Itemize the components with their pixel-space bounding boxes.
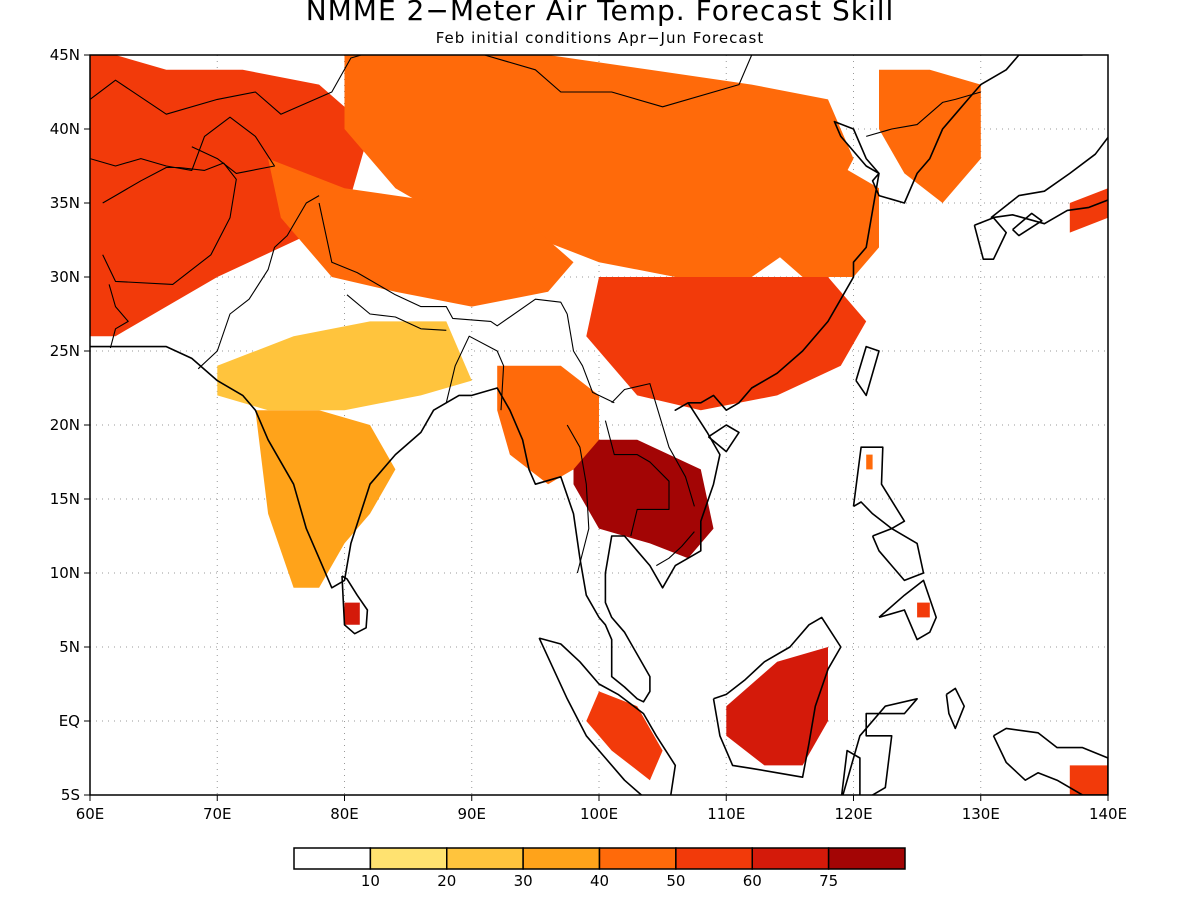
thailand-laos-border xyxy=(604,420,670,537)
skill-region-east-china xyxy=(751,158,879,277)
lat-tick-label: 5N xyxy=(59,638,80,656)
skill-region-mindanao xyxy=(917,602,930,618)
skill-region-luzon xyxy=(866,454,873,470)
lon-tick-label: 130E xyxy=(962,805,1000,823)
skill-region-tibet-west xyxy=(268,158,574,307)
myanmar-china-border xyxy=(566,313,615,404)
colorbar-label: 40 xyxy=(590,872,609,890)
taiwan-coast xyxy=(855,345,880,397)
skill-region-myanmar xyxy=(497,365,599,485)
chart-title: NMME 2−Meter Air Temp. Forecast Skill xyxy=(305,0,895,27)
afghanistan-border xyxy=(102,162,237,285)
skill-region-new-guinea xyxy=(1069,765,1108,795)
colorbar-swatch xyxy=(369,847,448,870)
lat-tick-label: 10N xyxy=(50,564,80,582)
sumatra-coast xyxy=(538,637,677,795)
skill-shading xyxy=(90,55,1108,795)
lat-tick-label: 25N xyxy=(50,342,80,360)
colorbar-label: 50 xyxy=(666,872,685,890)
kazakhstan-border xyxy=(90,55,364,115)
coastlines xyxy=(90,55,1108,795)
philippines-mid-coast xyxy=(871,527,925,582)
colorbar-swatch xyxy=(598,847,677,870)
iran-pakistan-border xyxy=(108,284,129,349)
bangladesh-border xyxy=(445,335,505,411)
lon-tick-label: 120E xyxy=(834,805,872,823)
himalaya-border xyxy=(318,202,568,327)
lon-tick-label: 100E xyxy=(580,805,618,823)
nepal-south-border xyxy=(346,294,447,331)
asia-mainland-coast xyxy=(90,55,1083,703)
colorbar-label: 20 xyxy=(437,872,456,890)
lat-tick-label: 40N xyxy=(50,120,80,138)
colorbar-swatch xyxy=(675,847,753,870)
lon-tick-label: 110E xyxy=(707,805,745,823)
halmahera-coast xyxy=(945,687,966,730)
colorbar-label: 30 xyxy=(514,872,533,890)
lat-tick-label: 20N xyxy=(50,416,80,434)
axis-ticks: 60E 70E 80E 90E 100E 110E 120E 130E 140E 45N 40N 35… xyxy=(50,46,1127,823)
china-korea-border xyxy=(866,91,981,137)
skill-region-sumatra xyxy=(586,691,663,781)
lat-tick-label: 30N xyxy=(50,268,80,286)
lon-tick-label: 90E xyxy=(457,805,486,823)
skill-region-india-north xyxy=(217,321,472,411)
skill-region-india-south xyxy=(255,410,396,588)
lon-tick-label: 140E xyxy=(1089,805,1127,823)
skill-region-borneo xyxy=(726,647,828,766)
skill-region-korea xyxy=(879,69,981,203)
lat-tick-label: 15N xyxy=(50,490,80,508)
cambodia-vietnam-border xyxy=(656,531,695,567)
mindanao-coast xyxy=(878,579,938,641)
colorbar-swatch xyxy=(446,847,524,870)
lat-tick-label: EQ xyxy=(59,712,80,730)
skill-region-sri-lanka xyxy=(344,602,360,625)
chart-subtitle: Feb initial conditions Apr−Jun Forecast xyxy=(435,29,765,47)
hainan-coast xyxy=(707,424,740,453)
country-borders xyxy=(90,55,981,574)
pakistan-india-border xyxy=(197,195,320,370)
skill-region-japan-west xyxy=(1069,188,1108,233)
thailand-myanmar-border xyxy=(566,424,590,574)
japan-kyushu-coast xyxy=(973,217,1008,261)
skill-region-south-china xyxy=(586,277,867,411)
colorbar-legend: 10 20 30 40 50 60 75 xyxy=(293,847,906,890)
lon-tick-label: 80E xyxy=(330,805,359,823)
sulawesi-coast xyxy=(840,697,918,795)
china-mongolia-border xyxy=(483,55,779,108)
japan-honshu-coast xyxy=(990,136,1108,225)
colorbar-swatch xyxy=(751,847,830,870)
luzon-coast xyxy=(852,446,906,530)
borneo-coast xyxy=(712,616,842,779)
lat-tick-label: 35N xyxy=(50,194,80,212)
lon-tick-label: 70E xyxy=(203,805,232,823)
colorbar-swatch xyxy=(827,847,906,870)
new-guinea-coast xyxy=(992,727,1108,795)
lon-tick-label: 60E xyxy=(76,805,105,823)
skill-region-central-asia xyxy=(90,55,370,337)
lat-tick-label: 5S xyxy=(61,786,80,804)
colorbar-label: 10 xyxy=(361,872,380,890)
colorbar-swatch xyxy=(522,847,601,870)
colorbar-swatch xyxy=(293,847,372,870)
central-asia-border xyxy=(90,116,276,174)
laos-vietnam-border xyxy=(611,383,695,507)
sri-lanka-coast xyxy=(341,575,369,635)
lat-tick-label: 45N xyxy=(50,46,80,64)
skill-region-indochina xyxy=(573,439,714,559)
colorbar-label: 60 xyxy=(743,872,762,890)
colorbar-label: 75 xyxy=(819,872,838,890)
